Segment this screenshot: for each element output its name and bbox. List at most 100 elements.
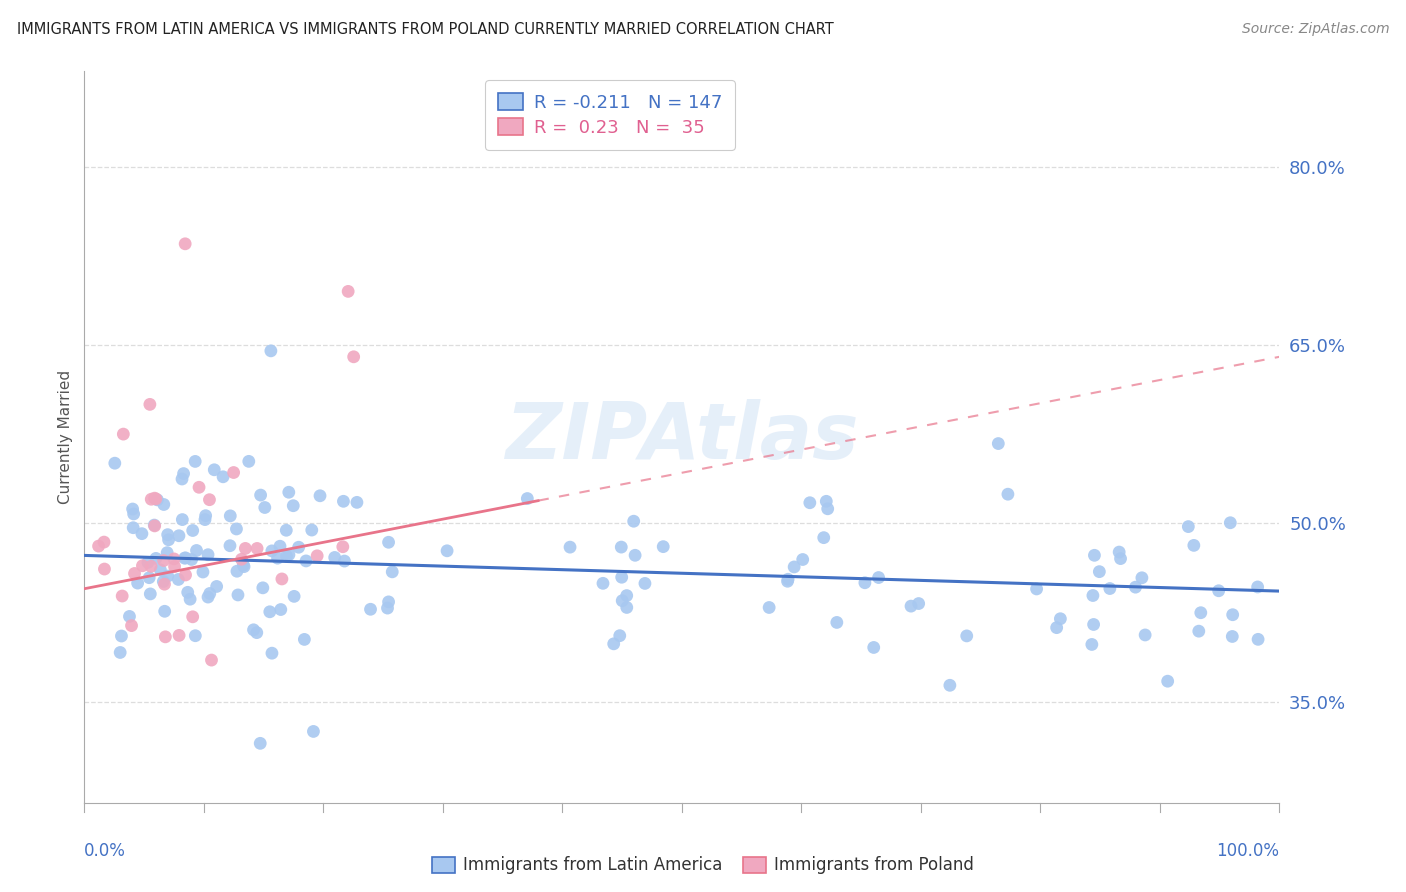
Text: Source: ZipAtlas.com: Source: ZipAtlas.com (1241, 22, 1389, 37)
Point (277, 485, 299, 500)
Point (127, 576, 149, 591)
Point (177, 585, 200, 599)
Point (799, 496, 821, 510)
Point (346, 495, 368, 509)
Point (242, 623, 264, 637)
Point (302, 724, 325, 739)
Point (219, 539, 242, 553)
Point (222, 466, 245, 480)
Point (143, 491, 166, 505)
Point (122, 521, 145, 535)
Point (198, 586, 221, 600)
Text: ZIPAtlas: ZIPAtlas (505, 399, 859, 475)
Point (283, 499, 305, 513)
Point (1208, 583, 1230, 598)
Point (260, 544, 283, 558)
Point (1046, 621, 1069, 635)
Point (1049, 612, 1071, 626)
Point (238, 454, 260, 468)
Point (246, 541, 269, 556)
Point (1247, 632, 1270, 647)
Point (776, 574, 799, 589)
Point (266, 551, 288, 566)
Point (174, 568, 197, 582)
Point (156, 569, 179, 583)
Point (815, 494, 838, 508)
Point (184, 454, 207, 468)
Point (143, 519, 166, 533)
Point (122, 507, 145, 521)
Point (1083, 549, 1105, 563)
Point (249, 736, 271, 750)
Point (276, 523, 298, 537)
Point (156, 546, 179, 560)
Point (141, 492, 163, 507)
Point (188, 480, 211, 494)
Point (1088, 565, 1111, 579)
Point (381, 565, 404, 579)
Point (235, 541, 257, 556)
Point (616, 600, 638, 615)
Point (825, 615, 848, 630)
Point (111, 589, 134, 603)
Point (332, 540, 354, 554)
Point (624, 549, 647, 563)
Point (152, 553, 174, 567)
Point (153, 604, 176, 618)
Point (307, 549, 329, 563)
Point (152, 574, 174, 589)
Point (292, 632, 315, 647)
Point (817, 501, 839, 516)
Point (1133, 628, 1156, 642)
Point (343, 350, 366, 364)
Point (758, 600, 780, 615)
Point (191, 565, 214, 579)
Point (634, 576, 657, 591)
Point (180, 552, 202, 566)
Point (200, 653, 222, 667)
Point (652, 540, 675, 554)
Point (309, 489, 332, 503)
Point (295, 554, 318, 568)
Point (157, 533, 180, 547)
Point (108, 645, 131, 659)
Point (1083, 617, 1105, 632)
Point (259, 605, 281, 619)
Point (1130, 571, 1153, 585)
Point (139, 559, 162, 574)
Point (118, 609, 141, 624)
Point (1098, 582, 1121, 596)
Point (145, 491, 167, 506)
Point (197, 590, 219, 604)
Point (283, 590, 305, 604)
Point (1081, 637, 1104, 651)
Point (623, 514, 645, 528)
Point (110, 629, 132, 643)
Point (1189, 606, 1212, 620)
Point (287, 540, 309, 554)
Point (121, 618, 143, 632)
Point (1222, 607, 1244, 622)
Point (181, 609, 204, 624)
Point (146, 492, 169, 507)
Point (174, 236, 197, 251)
Point (868, 570, 890, 584)
Point (252, 581, 274, 595)
Point (270, 572, 292, 586)
Point (610, 570, 633, 584)
Point (170, 472, 193, 486)
Point (149, 563, 172, 577)
Point (138, 571, 160, 585)
Point (186, 543, 208, 558)
Point (143, 518, 166, 533)
Point (226, 564, 249, 578)
Point (153, 577, 176, 591)
Point (1156, 674, 1178, 689)
Point (205, 579, 228, 593)
Point (333, 554, 356, 568)
Point (124, 566, 146, 581)
Text: 100.0%: 100.0% (1216, 842, 1279, 860)
Point (1182, 538, 1205, 552)
Point (337, 285, 360, 299)
Point (163, 552, 186, 566)
